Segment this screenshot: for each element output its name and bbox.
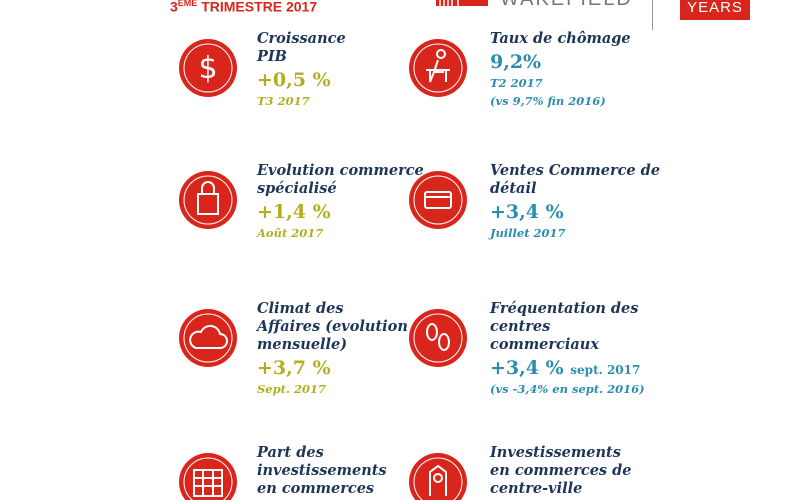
- indicator-value: +0,5 %: [257, 69, 331, 91]
- indicator-note: Juillet 2017: [490, 226, 566, 240]
- value-text: +1,4 %: [257, 201, 331, 223]
- indicator-title: commerciaux: [490, 336, 599, 353]
- indicator-note: (vs 9,7% fin 2016): [490, 94, 606, 108]
- indicator-title: en commerces de: [490, 462, 632, 479]
- indicator-value: +3,4 % sept. 2017: [490, 357, 640, 381]
- indicator-title: mensuelle): [257, 336, 348, 353]
- logo-mark: [436, 0, 488, 6]
- indicator-title: Fréquentation des: [490, 300, 639, 317]
- indicator-title: Taux de chômage: [490, 30, 631, 47]
- indicator-title: Croissance: [257, 30, 346, 47]
- indicator-note: T3 2017: [257, 94, 310, 108]
- badge: YEARS: [680, 0, 750, 20]
- indicator-icon: [409, 309, 467, 367]
- indicator-icon: [179, 171, 237, 229]
- value-text: +3,4 %: [490, 357, 564, 379]
- indicator-title: Affaires (evolution: [257, 318, 408, 335]
- divider: [652, 0, 653, 30]
- indicator-icon: $: [179, 39, 237, 97]
- indicator-icon: [179, 309, 237, 367]
- indicator-note: (vs -3,4% en sept. 2016): [490, 382, 645, 396]
- indicator-title: détail: [490, 180, 537, 197]
- indicator-title: Climat des: [257, 300, 344, 317]
- period-heading: 3ÈME TRIMESTRE 2017: [170, 0, 317, 15]
- indicator-note: Août 2017: [257, 226, 324, 240]
- indicator-title: centre-ville: [490, 480, 583, 497]
- indicator-icon: [409, 453, 467, 500]
- indicator-value: +3,4 %: [490, 201, 564, 223]
- value-text: +3,4 %: [490, 201, 564, 223]
- indicator-icon: [409, 171, 467, 229]
- period-rest: TRIMESTRE 2017: [201, 0, 318, 15]
- indicator-title: spécialisé: [257, 180, 337, 197]
- indicator-value: +1,4 %: [257, 201, 331, 223]
- indicator-title: Part des: [257, 444, 324, 461]
- period-suffix: ÈME: [177, 0, 198, 8]
- value-text: +0,5 %: [257, 69, 331, 91]
- indicator-title: Ventes Commerce de: [490, 162, 661, 179]
- indicator-title: PIB: [257, 48, 287, 65]
- value-text: +3,7 %: [257, 357, 331, 379]
- logo-text: WAKEFIELD: [500, 0, 633, 11]
- indicator-note: T2 2017: [490, 76, 543, 90]
- indicator-note: Sept. 2017: [257, 382, 326, 396]
- indicator-value: +3,7 %: [257, 357, 331, 379]
- value-text: 9,2%: [490, 51, 542, 73]
- value-note: sept. 2017: [570, 363, 641, 377]
- indicator-title: Investissements: [490, 444, 621, 461]
- period-number: 3: [170, 0, 178, 15]
- indicator-title: Evolution commerce: [257, 162, 424, 179]
- indicator-value: 9,2%: [490, 51, 541, 73]
- indicator-icon: [179, 453, 237, 500]
- indicator-icon: [409, 39, 467, 97]
- indicator-title: centres: [490, 318, 551, 335]
- indicator-title: en commerces: [257, 480, 375, 497]
- indicator-title: investissements: [257, 462, 387, 479]
- svg-text:$: $: [198, 51, 217, 86]
